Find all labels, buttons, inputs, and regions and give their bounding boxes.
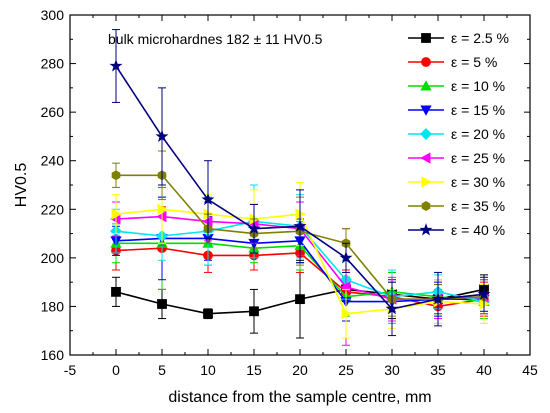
legend-item: ε = 15 % [408,102,505,118]
data-point [109,59,123,72]
legend-label: ε = 20 % [451,126,505,142]
legend-item: ε = 20 % [408,126,505,142]
legend-item: ε = 40 % [408,222,505,238]
x-tick-label: 30 [384,362,400,378]
legend-item: ε = 5 % [408,54,497,70]
data-point [155,129,169,142]
legend-item: ε = 2.5 % [408,30,509,46]
data-point [295,294,305,305]
legend-marker [421,57,431,67]
legend-label: ε = 35 % [451,198,505,214]
y-tick-label: 180 [41,298,65,314]
x-axis-label: distance from the sample centre, mm [168,389,431,406]
data-point [293,219,307,232]
legend-marker [421,176,432,188]
legend-item: ε = 10 % [408,78,505,94]
legend-label: ε = 40 % [451,222,505,238]
data-point [249,306,259,317]
data-point [111,208,122,220]
legend-item: ε = 25 % [408,150,505,166]
data-point [339,251,353,264]
data-point [201,192,215,206]
data-point [247,221,261,235]
legend-marker [420,152,431,164]
y-tick-label: 220 [41,201,65,217]
y-tick-label: 300 [41,7,65,23]
x-tick-label: 15 [246,362,262,378]
legend-label: ε = 25 % [451,150,505,166]
y-tick-label: 240 [41,153,65,169]
plot-area: -5 0 5 10 15 20 25 30 35 40 45 160 180 200 220 240 260 28… [41,7,538,378]
legend-marker [421,33,431,43]
series-9 [109,29,491,337]
legend-label: ε = 30 % [451,174,505,190]
y-tick-label: 260 [41,104,65,120]
annotation: bulk microhardnes 182 ± 11 HV0.5 [108,31,323,47]
data-point [157,203,168,215]
data-point [203,308,213,319]
legend-item: ε = 35 % [408,198,505,214]
x-tick-label: 10 [200,362,216,378]
legend-label: ε = 15 % [451,102,505,118]
legend-marker [421,201,431,211]
x-tick-label: 5 [158,362,166,378]
legend-marker [420,128,432,140]
data-point [385,302,399,315]
x-tick-label: 25 [338,362,354,378]
data-point [341,308,352,320]
legend-marker [420,80,432,91]
legend-marker [420,105,432,116]
legend-label: ε = 10 % [451,78,505,94]
x-tick-label: 35 [430,362,446,378]
data-point [477,287,491,300]
y-tick-label: 200 [41,250,65,266]
x-tick-label: 40 [476,362,492,378]
x-tick-label: 45 [522,362,538,378]
data-point [157,299,167,309]
y-tick-label: 160 [41,347,65,363]
legend-item: ε = 30 % [408,174,505,190]
x-tick-label: 0 [112,362,120,378]
legend-marker [419,223,433,236]
x-tick-label: -5 [64,362,77,378]
y-axis-label: HV0.5 [13,163,30,208]
data-point [431,292,445,305]
legend: ε = 2.5 % ε = 5 % ε = 10 % ε = 15 % ε = 20 %… [408,30,509,238]
x-tick-label: 20 [292,362,308,378]
legend-label: ε = 5 % [451,54,497,70]
data-point [111,286,121,297]
legend-label: ε = 2.5 % [451,30,509,46]
data-point [111,170,121,181]
y-tick-label: 280 [41,56,65,72]
